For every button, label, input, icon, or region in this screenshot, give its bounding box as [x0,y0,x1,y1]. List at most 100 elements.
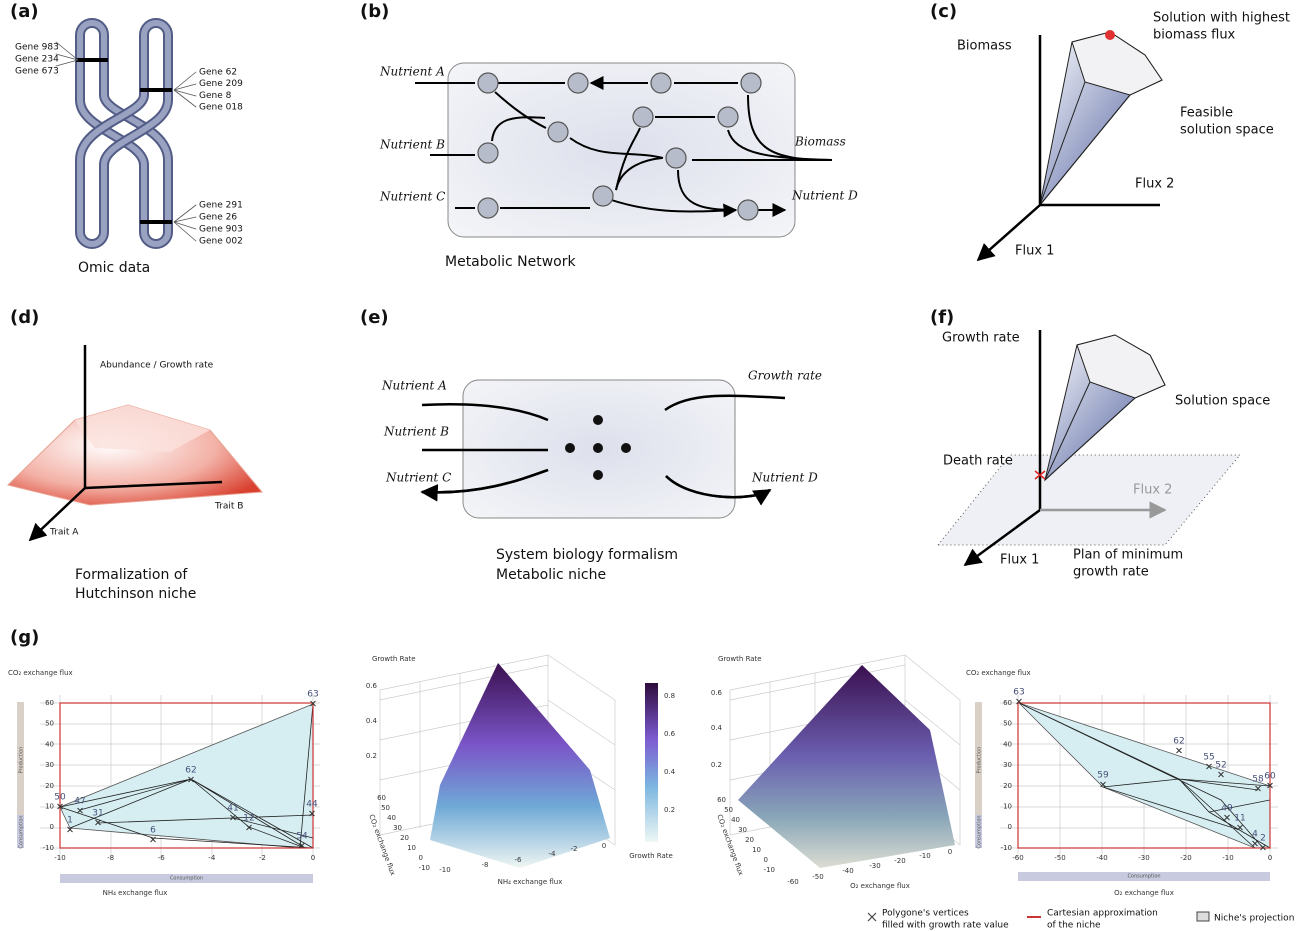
tick-label: -30 [869,862,880,870]
vertex-label: 44 [306,800,318,810]
legend [867,911,1210,922]
tick-label: -60 [1012,854,1023,862]
label: Hutchinson niche [75,586,196,602]
tick-label: 60 [45,699,54,707]
vertex [1206,763,1212,770]
tick-label: 30 [1003,761,1012,769]
tick-label: -10 [919,852,930,860]
vertex-label: 49 [1221,804,1233,814]
tick-label: 0 [948,848,952,856]
vertex-label: 60 [1264,772,1276,782]
label: Solution with highest [1153,11,1290,26]
label: Formalization of [75,567,188,583]
tick-label: 0.2 [366,752,377,760]
vertex-label: 54 [296,832,308,842]
vertex [1016,698,1022,705]
tick-label: 40 [387,814,396,822]
tick-label: 0.6 [366,682,378,690]
label: NH₄ exchange flux [103,889,168,897]
vertex [230,814,236,821]
label: Growth rate [942,331,1020,346]
tick-label: 20 [1003,782,1012,790]
chromosome [55,18,197,249]
label: Nutrient B [379,138,445,152]
label: Nutrient B [383,425,449,439]
tick-label: 60 [377,794,386,802]
vertex [1237,824,1243,831]
vertex [1255,785,1261,792]
tick-label: 0 [602,842,606,850]
label: biomass flux [1153,28,1236,43]
vertex-label: 12 [243,814,254,824]
label: Gene 209 [199,79,243,89]
tick-label: 20 [45,782,54,790]
tick-label: 0.6 [711,689,723,697]
panel-label: (f) [930,307,954,328]
label: Flux 2 [1135,177,1174,192]
label: Abundance / Growth rate [100,361,214,371]
label: Production [19,747,25,774]
vertex-label: 63 [307,690,318,700]
label: Nutrient A [379,65,445,79]
label: Biomass [957,39,1012,54]
label: Consumption [977,815,983,848]
label: Nutrient A [381,379,447,393]
tick-label: -60 [787,878,798,886]
label: O₂ exchange flux [850,882,910,890]
vertex [1176,747,1182,754]
vertex [246,824,252,831]
label: Gene 018 [199,103,243,113]
cone-f [936,330,1242,565]
vertex [57,803,63,810]
tick-label: 40 [731,816,740,824]
label: Nutrient D [791,189,858,203]
vertex [309,810,315,817]
vertex-label: 58 [1252,775,1264,785]
label: Gene 673 [15,67,59,77]
vertex-label: 59 [1097,771,1109,781]
vertex-label: 6 [150,826,156,836]
label: Consumption [170,876,203,882]
vertex [67,826,73,833]
label: Gene 002 [199,237,243,247]
tick-label: -30 [1138,854,1149,862]
tick-label: 50 [45,720,54,728]
panel-label: (c) [930,1,957,22]
label: Metabolic Network [445,254,576,270]
tick-label: 30 [738,826,747,834]
panel-label: (d) [10,307,39,328]
vertex-label: 63 [1013,688,1024,698]
vertex [1267,782,1273,789]
label: Production [977,747,983,774]
label: of the niche [1047,921,1101,931]
tick-label: 30 [45,761,54,769]
tick-label: 0.6 [664,730,676,738]
label: Flux 2 [1133,483,1172,498]
tick-label: 50 [724,806,733,814]
panel-label: (b) [360,1,389,22]
tick-label: -40 [842,867,853,875]
vertex-label: 62 [185,766,196,776]
tick-label: 30 [393,824,402,832]
tick-label: 40 [1003,740,1012,748]
label: Growth rate [748,369,822,383]
tick-label: 10 [45,803,54,811]
vertex [1224,814,1230,821]
label: Death rate [943,454,1013,469]
tick-label: 10 [752,846,761,854]
tick-label: -10 [54,854,65,862]
label: CO₂ exchange flux [367,813,397,876]
tick-label: 0 [50,823,54,831]
vertex [188,776,194,783]
tick-label: 20 [400,834,409,842]
label: Polygone's vertices [882,909,969,919]
tick-label: -20 [1180,854,1191,862]
vertex [95,819,101,826]
tick-label: 0.4 [664,768,676,776]
vertex-label: 4 [1252,830,1258,840]
label: Biomass [794,135,846,149]
tick-label: -10 [764,866,775,874]
label: Feasible [1180,106,1233,121]
vertex [1252,840,1258,847]
tick-label: 40 [45,740,54,748]
